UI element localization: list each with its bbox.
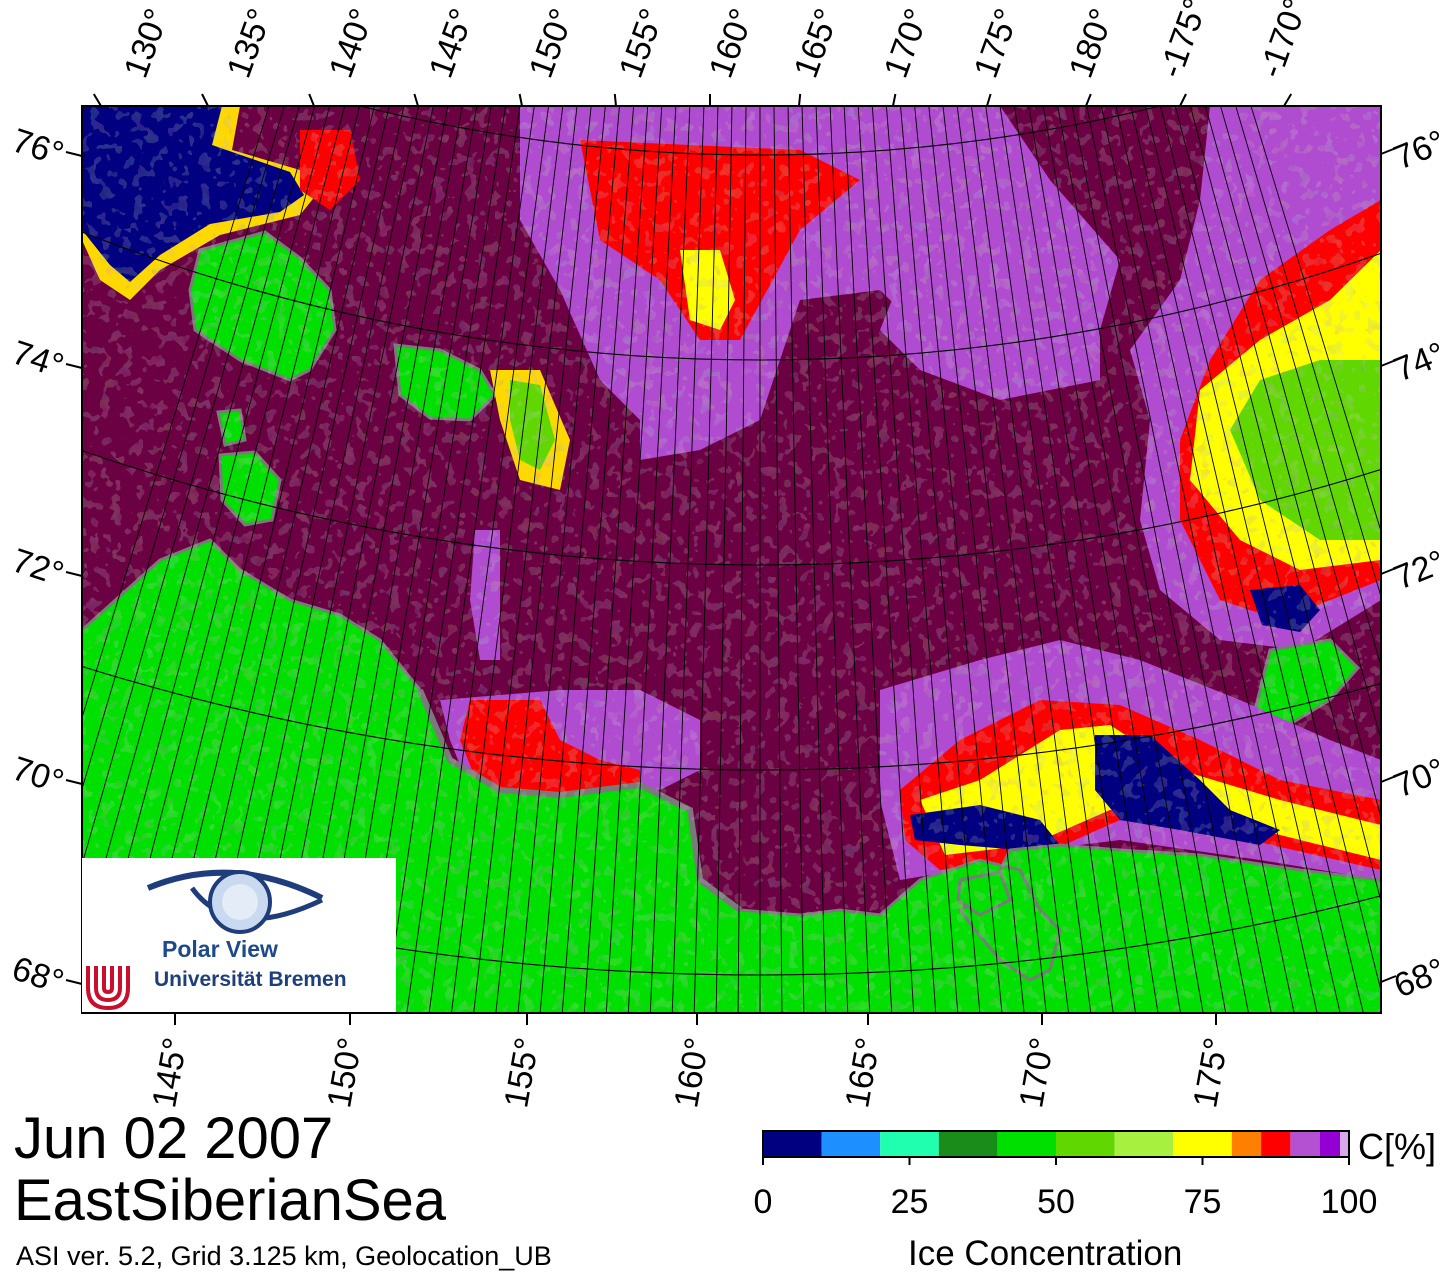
lon-label-bottom: 160° xyxy=(667,1035,717,1111)
colorbar-segment xyxy=(938,1131,998,1157)
colorbar-segment xyxy=(880,1131,939,1157)
colorbar-segment xyxy=(1340,1131,1349,1157)
lat-label-right: 70° xyxy=(1389,751,1451,805)
colorbar-segment xyxy=(997,1131,1056,1157)
lat-label-left: 68° xyxy=(8,949,69,1001)
lon-label-bottom: 175° xyxy=(1186,1035,1236,1111)
colorbar-segment xyxy=(1290,1131,1320,1157)
eye-icon xyxy=(86,869,324,1011)
university-emblem-icon xyxy=(86,966,130,1011)
lon-label-bottom: 170° xyxy=(1012,1035,1062,1111)
colorbar-segment xyxy=(1114,1131,1174,1157)
lon-label-bottom: 165° xyxy=(838,1035,888,1111)
colorbar-unit: C[%] xyxy=(1358,1126,1437,1167)
map-region: EastSiberianSea xyxy=(14,1168,447,1233)
lon-label-top: 135° xyxy=(220,4,280,83)
lon-label-top: 170° xyxy=(877,4,937,83)
colorbar xyxy=(762,1130,1350,1165)
lon-label-top: 160° xyxy=(702,4,762,83)
map-frame xyxy=(81,105,1382,1014)
map-date: Jun 02 2007 xyxy=(14,1106,334,1171)
lat-label-right: 72° xyxy=(1389,543,1451,597)
lat-label-right: 76° xyxy=(1389,123,1451,177)
lon-label-top: -175° xyxy=(1152,0,1216,83)
lon-label-top: 165° xyxy=(787,4,847,83)
lon-label-top: 130° xyxy=(117,4,177,83)
lat-label-left: 74° xyxy=(8,333,69,385)
lat-label-left: 72° xyxy=(8,541,69,593)
colorbar-tick-label: 25 xyxy=(890,1183,929,1221)
logo-subtitle: Universität Bremen xyxy=(154,968,347,991)
colorbar-segment xyxy=(1173,1131,1232,1157)
lon-label-bottom: 150° xyxy=(320,1035,370,1111)
colorbar-segment xyxy=(1056,1131,1115,1157)
lon-label-top: 155° xyxy=(612,4,672,83)
lon-label-top: -170° xyxy=(1252,0,1316,83)
lon-label-top: 180° xyxy=(1062,4,1122,83)
lat-label-left: 76° xyxy=(8,121,69,173)
colorbar-segment xyxy=(821,1131,881,1157)
lat-label-right: 74° xyxy=(1389,335,1451,389)
lon-label-bottom: 145° xyxy=(145,1035,195,1111)
colorbar-segment xyxy=(763,1131,822,1157)
lon-label-top: 175° xyxy=(967,4,1027,83)
lat-label-right: 68° xyxy=(1389,951,1451,1005)
lat-label-left: 70° xyxy=(8,749,69,801)
colorbar-segment xyxy=(1319,1131,1341,1157)
colorbar-tick-label: 50 xyxy=(1037,1183,1075,1221)
colorbar-segment xyxy=(1231,1131,1262,1157)
lon-label-top: 140° xyxy=(322,4,382,83)
lon-label-top: 150° xyxy=(522,4,582,83)
colorbar-segment xyxy=(1261,1131,1291,1157)
colorbar-tick-label: 0 xyxy=(753,1183,773,1221)
logo-title: Polar View xyxy=(162,936,278,962)
polar-view-logo: Polar View Universität Bremen xyxy=(82,858,396,1012)
colorbar-title: Ice Concentration xyxy=(908,1234,1183,1273)
lon-label-top: 145° xyxy=(422,4,482,83)
colorbar-tick-label: 75 xyxy=(1183,1183,1222,1221)
colorbar-tick-label: 100 xyxy=(1320,1183,1378,1221)
lon-label-bottom: 155° xyxy=(497,1035,547,1111)
product-info: ASI ver. 5.2, Grid 3.125 km, Geolocation… xyxy=(16,1241,552,1271)
